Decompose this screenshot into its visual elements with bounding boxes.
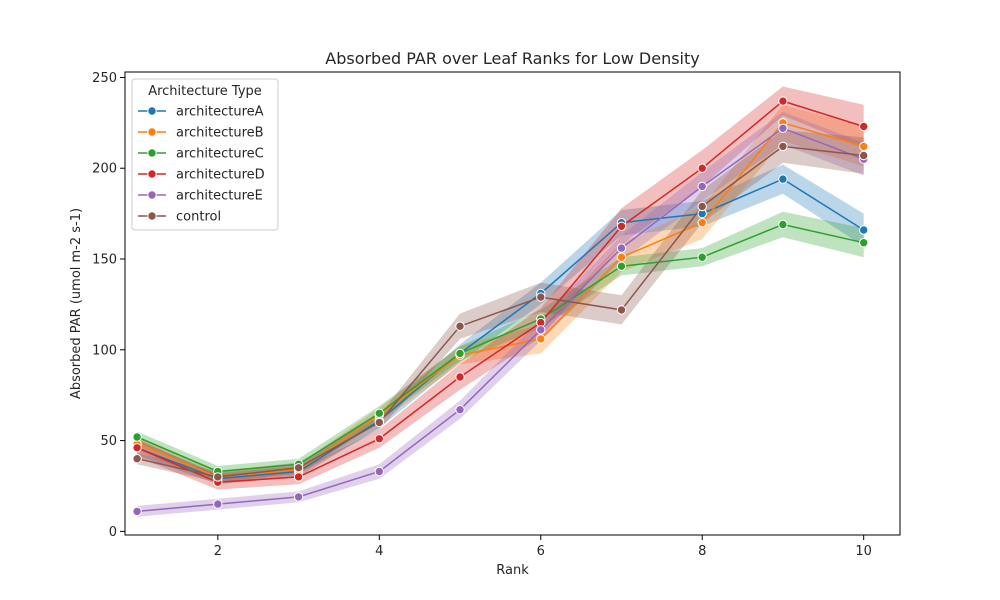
- point-architectureB-10: [859, 141, 869, 152]
- line-architectureB: [136, 121, 864, 478]
- point-architectureC-4: [374, 408, 384, 418]
- line-architectureC: [136, 223, 864, 473]
- point-architectureE-5: [455, 405, 465, 415]
- point-control-3: [293, 463, 304, 473]
- legend-label-architectureA: architectureA: [176, 105, 264, 120]
- point-architectureD-1: [132, 443, 142, 453]
- line-architectureD: [136, 100, 864, 484]
- point-architectureD-5: [455, 372, 465, 382]
- point-control-1: [132, 454, 142, 464]
- band-architectureC: [137, 211, 864, 477]
- legend-marker-control: [147, 211, 157, 221]
- legend-marker-architectureB: [147, 127, 157, 137]
- y-tick-label-50: 50: [100, 434, 117, 449]
- point-control-2: [213, 472, 223, 482]
- point-architectureA-9: [778, 174, 788, 184]
- point-architectureC-8: [697, 252, 707, 262]
- x-axis-label: Rank: [496, 563, 529, 578]
- point-architectureE-7: [616, 243, 627, 253]
- point-control-4: [374, 417, 384, 428]
- point-architectureD-9: [778, 96, 788, 106]
- point-architectureD-8: [697, 163, 707, 173]
- legend-items: architectureA architectureB architectureC a…: [138, 105, 265, 225]
- point-architectureB-7: [616, 252, 627, 262]
- band-architectureD: [137, 86, 864, 490]
- point-architectureE-2: [213, 499, 223, 509]
- x-tick-label-10: 10: [855, 544, 872, 559]
- confidence-bands: [137, 86, 864, 517]
- y-tick-label-0: 0: [109, 525, 117, 540]
- point-architectureC-5: [455, 348, 465, 359]
- point-architectureE-6: [536, 325, 546, 335]
- line-architectureE: [137, 127, 864, 513]
- band-architectureE: [137, 111, 864, 517]
- y-tick-label-200: 200: [92, 162, 117, 177]
- point-architectureD-4: [374, 434, 384, 444]
- point-control-6: [536, 292, 546, 302]
- legend-marker-architectureD: [147, 169, 157, 179]
- legend-label-architectureB: architectureB: [176, 126, 264, 141]
- point-architectureC-7: [616, 261, 627, 271]
- x-tick-label-2: 2: [214, 544, 222, 559]
- legend-label-control: control: [176, 210, 221, 225]
- y-axis-label: Absorbed PAR (umol m-2 s-1): [69, 208, 84, 399]
- y-tick-label-100: 100: [92, 343, 117, 358]
- legend-label-architectureD: architectureD: [176, 168, 265, 183]
- chart-title: Absorbed PAR over Leaf Ranks for Low Den…: [325, 49, 700, 68]
- point-architectureC-10: [859, 238, 869, 248]
- point-control-8: [697, 201, 707, 212]
- point-control-10: [859, 150, 869, 161]
- band-control: [137, 130, 864, 483]
- x-tick-label-8: 8: [698, 544, 706, 559]
- plot-frame: [124, 71, 901, 536]
- point-architectureC-9: [778, 219, 788, 230]
- series-markers: [132, 96, 869, 517]
- point-architectureB-8: [697, 218, 707, 228]
- y-tick-label-250: 250: [92, 71, 117, 86]
- point-architectureD-3: [293, 472, 304, 482]
- point-control-5: [455, 321, 465, 331]
- y-axis-ticks: 0 50 100 150 200 250: [92, 71, 125, 540]
- legend-title: Architecture Type: [148, 84, 262, 99]
- line-architectureA: [136, 178, 865, 480]
- point-architectureE-3: [293, 492, 304, 502]
- legend-marker-architectureE: [147, 190, 157, 200]
- point-architectureE-1: [132, 506, 142, 517]
- x-tick-label-6: 6: [537, 544, 545, 559]
- y-tick-label-150: 150: [92, 253, 117, 268]
- band-architectureB: [137, 104, 864, 483]
- point-architectureD-10: [859, 121, 869, 132]
- x-axis-ticks: 2 4 6 8 10: [214, 535, 872, 559]
- point-architectureE-4: [374, 466, 384, 477]
- legend-marker-architectureA: [147, 106, 157, 116]
- legend: Architecture Type architectureAarchitect…: [131, 78, 279, 231]
- series-lines: [136, 100, 865, 513]
- point-architectureA-10: [859, 225, 869, 235]
- point-architectureB-6: [536, 334, 546, 344]
- line-control: [136, 145, 864, 478]
- band-architectureA: [137, 164, 864, 485]
- x-tick-label-4: 4: [375, 544, 383, 559]
- point-architectureE-9: [778, 123, 788, 134]
- point-architectureE-8: [697, 181, 707, 192]
- legend-label-architectureE: architectureE: [176, 189, 263, 204]
- point-architectureD-7: [616, 221, 627, 232]
- point-architectureC-1: [132, 432, 142, 442]
- legend-label-architectureC: architectureC: [176, 147, 264, 162]
- legend-box: [131, 78, 279, 231]
- point-control-7: [616, 305, 627, 315]
- point-control-9: [778, 141, 788, 152]
- legend-marker-architectureC: [147, 148, 157, 158]
